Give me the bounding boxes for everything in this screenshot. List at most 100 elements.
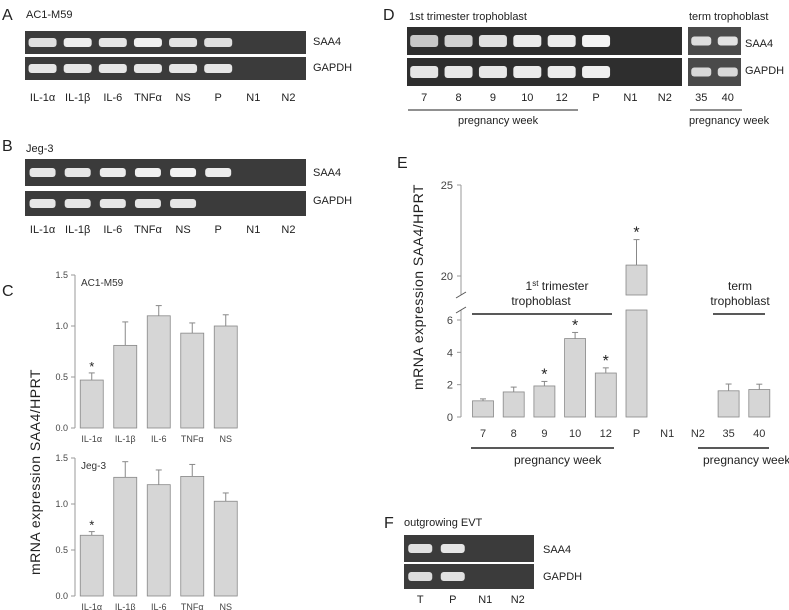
y-tick-label: 1.5 [55,453,68,463]
x-tick-label: P [633,428,640,440]
gel-band [513,35,542,47]
gel-band [691,36,712,46]
gel-band [99,168,126,177]
gel-strip [25,57,306,80]
panel-e-week-label: pregnancy week [514,453,602,467]
y-tick-label: 25 [441,180,453,192]
lane-label: IL-6 [103,224,122,236]
gel-band [444,66,473,78]
x-tick-label: 40 [753,428,765,440]
bar [79,379,104,429]
panel-e-first-group-label-line1: 1st trimester [526,279,589,293]
bar [213,500,238,597]
gel-b-saa4-label: SAA4 [313,167,341,179]
panel-c-y-axis-label: mRNA expression SAA4/HPRT [27,369,43,575]
x-tick-label: NS [219,434,232,444]
axis-break-mark [455,291,467,299]
x-tick-label: 8 [511,428,517,440]
panel-a-letter: A [2,7,13,24]
panel-f-title: outgrowing EVT [404,517,483,529]
bar [748,389,771,418]
lane-label: P [215,224,222,236]
bar [533,385,556,418]
x-tick-label: N1 [660,428,674,440]
panel-a: A AC1-M59 SAA4 GAPDH IL-1α IL-1β IL-6 TNFα N… [2,7,352,104]
gel-band [408,572,433,581]
y-tick-label: 2 [447,380,453,392]
chart-title: Jeg-3 [81,461,106,472]
panel-e-letter: E [397,155,408,172]
y-tick-label: 1.0 [55,321,68,331]
gel-band [582,66,611,78]
gel-band [478,35,507,47]
y-tick-label: 6 [447,315,453,327]
panel-f: F outgrowing EVT SAA4 GAPDH T P N1 N2 [384,515,582,606]
chart-e: 0 2 4 6 20 25 7 8 * 9 * 10 * 12 * P N1 N2 35 40 [441,180,771,440]
gel-band [440,544,465,553]
gel-band [64,199,91,208]
lane-label: IL-1α [30,224,56,236]
bar [180,475,205,597]
panel-e-term-group-label-line1: term [728,279,752,293]
gel-band [717,67,738,77]
gel-strip [25,31,306,54]
panel-d-letter: D [383,7,395,24]
gel-band [204,64,233,73]
gel-band [98,38,127,47]
y-tick-label: 0.5 [55,545,68,555]
chart-title: AC1-M59 [81,278,124,289]
panel-b: B Jeg-3 SAA4 GAPDH IL-1α IL-1β IL-6 TNFα NS P… [2,138,352,236]
gel-band [29,168,56,177]
x-tick-label: IL-1α [81,602,102,610]
x-tick-label: IL-6 [151,434,167,444]
gel-band [28,38,57,47]
gel-d-saa4-label: SAA4 [745,38,773,50]
gel-band [205,168,232,177]
y-tick-label: 4 [447,347,453,359]
bar [213,325,238,429]
lane-label: IL-1α [30,92,56,104]
gel-band [444,35,473,47]
gel-band [169,38,198,47]
lane-label: N1 [478,594,492,606]
lane-label: N2 [658,92,672,104]
gel-band [547,35,576,47]
bar [472,400,494,418]
gel-f-gapdh-label: GAPDH [543,571,582,583]
panel-d-term-title: term trophoblast [689,11,768,23]
lane-label: NS [175,92,190,104]
gel-band [170,199,197,208]
gel-band [204,38,233,47]
x-tick-label: NS [219,602,232,610]
panel-f-letter: F [384,515,394,532]
lane-label: NS [175,224,190,236]
panel-d-term-week-label: pregnancy week [689,115,770,127]
gel-band [134,199,161,208]
gel-band [99,199,126,208]
gel-band [717,36,738,46]
panel-d: D 1st trimester trophoblast term trophob… [383,7,784,127]
bar [146,315,171,429]
x-tick-label: 10 [569,428,581,440]
gel-d-first-trimester [407,27,682,86]
panel-d-first-title: 1st trimester trophoblast [409,11,527,23]
gel-band [133,64,162,73]
y-tick-label: 20 [441,271,453,283]
lane-label: N2 [511,594,525,606]
gel-band [547,66,576,78]
x-tick-label: 7 [480,428,486,440]
gel-a-lane-labels: IL-1α IL-1β IL-6 TNFα NS P N1 N2 [30,92,296,104]
gel-f-saa4-label: SAA4 [543,544,571,556]
significance-marker: * [633,225,639,242]
bar [717,390,740,418]
y-tick-label: 0.0 [55,591,68,601]
gel-d-gapdh-label: GAPDH [745,65,784,77]
bar [79,534,104,597]
gel-band [133,38,162,47]
chart-c-upper: 0.0 0.5 1.0 1.5 AC1-M59 * IL-1α IL-1β IL-6 TNFα NS [55,270,238,444]
y-tick-label: 0.5 [55,372,68,382]
panel-b-cell-line: Jeg-3 [26,143,54,155]
x-tick-label: IL-6 [151,602,167,610]
lane-label: P [215,92,222,104]
